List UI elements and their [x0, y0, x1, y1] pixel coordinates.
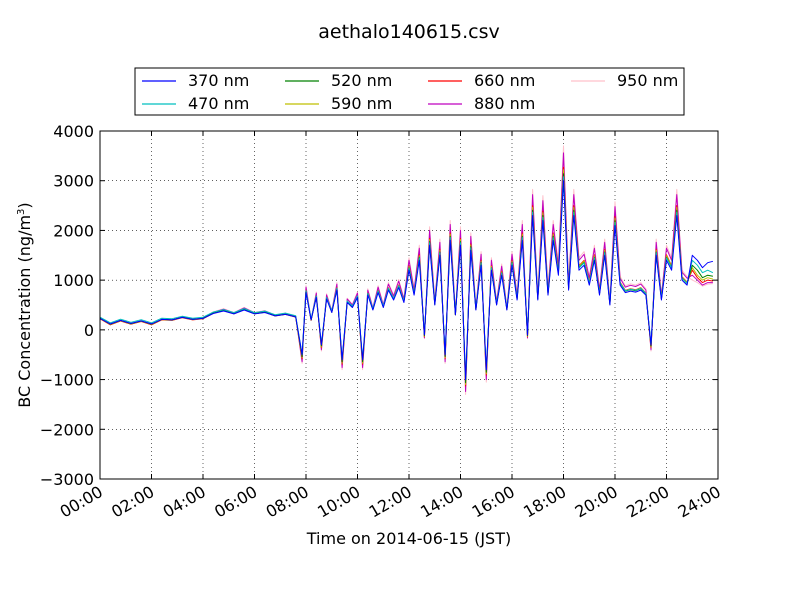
- y-axis-label-close: ): [15, 202, 34, 208]
- series-line-370-nm: [99, 180, 714, 381]
- y-tick-label: −1000: [40, 371, 94, 390]
- legend-label: 470 nm: [188, 94, 249, 113]
- series-line-880-nm: [99, 152, 713, 392]
- legend-label: 370 nm: [188, 71, 249, 90]
- x-tick-label: 14:00: [417, 482, 466, 522]
- legend-label: 590 nm: [331, 94, 392, 113]
- x-tick-label: 18:00: [520, 482, 569, 522]
- y-tick-label: 1000: [53, 271, 94, 290]
- y-axis-label-main: BC Concentration (ng/m: [15, 215, 34, 408]
- y-tick-label: 4000: [53, 122, 94, 141]
- legend-box: [134, 67, 685, 116]
- y-tick-label: 0: [84, 321, 94, 340]
- x-tick-labels: 00:00 02:00 04:00 06:00 08:00 10:00 12:00 14:00…: [57, 482, 724, 522]
- series-line-950-nm: [99, 145, 713, 395]
- legend-label: 660 nm: [474, 71, 535, 90]
- y-axis-label-superscript: 3: [16, 209, 27, 215]
- x-tick-label: 20:00: [572, 482, 621, 522]
- x-tick-label: 10:00: [314, 482, 363, 522]
- x-tick-label: 06:00: [211, 482, 260, 522]
- x-tick-label: 08:00: [263, 482, 312, 522]
- y-tick-label: −2000: [40, 420, 94, 439]
- y-tick-label: −3000: [40, 470, 94, 489]
- y-tick-label: 2000: [53, 221, 94, 240]
- grid: [100, 131, 718, 479]
- x-tick-label: 22:00: [623, 482, 672, 522]
- legend-label: 880 nm: [474, 94, 535, 113]
- series-lines: [99, 145, 714, 395]
- chart-title: aethalo140615.csv: [318, 21, 500, 43]
- x-axis-label: Time on 2014-06-15 (JST): [306, 529, 511, 548]
- x-tick-label: 16:00: [469, 482, 518, 522]
- x-tick-label: 24:00: [675, 482, 724, 522]
- y-tick-labels: −3000 −2000 −1000 0 1000 2000 3000 4000: [40, 122, 94, 489]
- y-tick-label: 3000: [53, 172, 94, 191]
- legend-label: 520 nm: [331, 71, 392, 90]
- axis-ticks: [99, 130, 719, 480]
- legend-label: 950 nm: [617, 71, 678, 90]
- x-tick-label: 12:00: [366, 482, 415, 522]
- legend: 370 nm 470 nm 520 nm 590 nm 660 nm 880 nm 950 …: [134, 67, 685, 116]
- y-axis-label: BC Concentration (ng/m3): [15, 202, 34, 407]
- x-tick-label: 02:00: [108, 482, 157, 522]
- x-tick-label: 04:00: [160, 482, 209, 522]
